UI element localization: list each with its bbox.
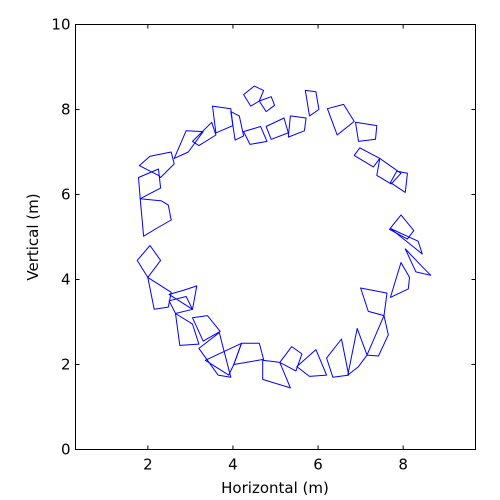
polygon-0-22 xyxy=(192,315,221,342)
polygon-0-0 xyxy=(243,85,265,107)
polygon-0-25 xyxy=(168,285,198,310)
polygon-0-6 xyxy=(376,157,402,185)
plot-frame xyxy=(75,24,476,450)
polygon-0-2 xyxy=(304,89,320,117)
polygon-0-11 xyxy=(389,262,410,298)
polygon-0-16 xyxy=(296,349,328,377)
y-axis-label: Vertical (m) xyxy=(24,193,42,280)
polygon-0-15 xyxy=(326,338,350,378)
polygon-0-34 xyxy=(230,111,245,141)
axis-ticks: 2 4 6 8 0 2 4 6 8 10 xyxy=(51,16,476,474)
x-tick-label: 2 xyxy=(143,456,153,474)
polygon-0-12 xyxy=(360,287,388,317)
polygon-0-28 xyxy=(139,198,172,237)
y-tick-label: 0 xyxy=(61,441,71,459)
polygon-0-35 xyxy=(243,126,268,145)
polygon-0-3 xyxy=(326,103,355,136)
plot-area xyxy=(136,85,432,389)
polygon-0-20 xyxy=(204,342,242,376)
polygon-0-31 xyxy=(173,130,204,159)
polygon-0-23 xyxy=(175,313,200,346)
polygon-0-37 xyxy=(287,115,307,138)
polygon-0-18 xyxy=(262,359,291,389)
polygon-0-27 xyxy=(136,245,162,278)
polygon-0-36 xyxy=(265,117,289,140)
polygon-0-33 xyxy=(212,105,234,134)
y-tick-label: 2 xyxy=(61,356,71,374)
polygon-0-7 xyxy=(389,170,408,193)
polygon-0-1 xyxy=(258,96,276,113)
x-axis-label: Horizontal (m) xyxy=(221,479,329,497)
polygon-0-29 xyxy=(138,168,162,200)
polygon-0-9 xyxy=(389,228,423,255)
polygon-0-17 xyxy=(279,346,303,372)
x-tick-label: 4 xyxy=(228,456,238,474)
polygon-0-30 xyxy=(138,151,175,178)
polygon-0-19 xyxy=(233,342,265,365)
y-tick-label: 4 xyxy=(61,271,71,289)
polygon-0-8 xyxy=(389,214,415,240)
polygon-0-21 xyxy=(198,332,232,378)
polygon-0-14 xyxy=(347,327,368,376)
polygon-0-4 xyxy=(355,121,378,142)
x-tick-label: 6 xyxy=(313,456,323,474)
polygon-0-24 xyxy=(168,296,193,314)
y-tick-label: 8 xyxy=(61,101,71,119)
polygon-0-26 xyxy=(147,276,172,310)
y-tick-label: 6 xyxy=(61,186,71,204)
polygon-0-5 xyxy=(353,147,381,168)
y-tick-label: 10 xyxy=(51,16,70,34)
polygon-0-10 xyxy=(404,248,432,276)
x-tick-label: 8 xyxy=(398,456,408,474)
polygon-0-13 xyxy=(366,315,389,357)
polygon-0-32 xyxy=(192,121,217,147)
